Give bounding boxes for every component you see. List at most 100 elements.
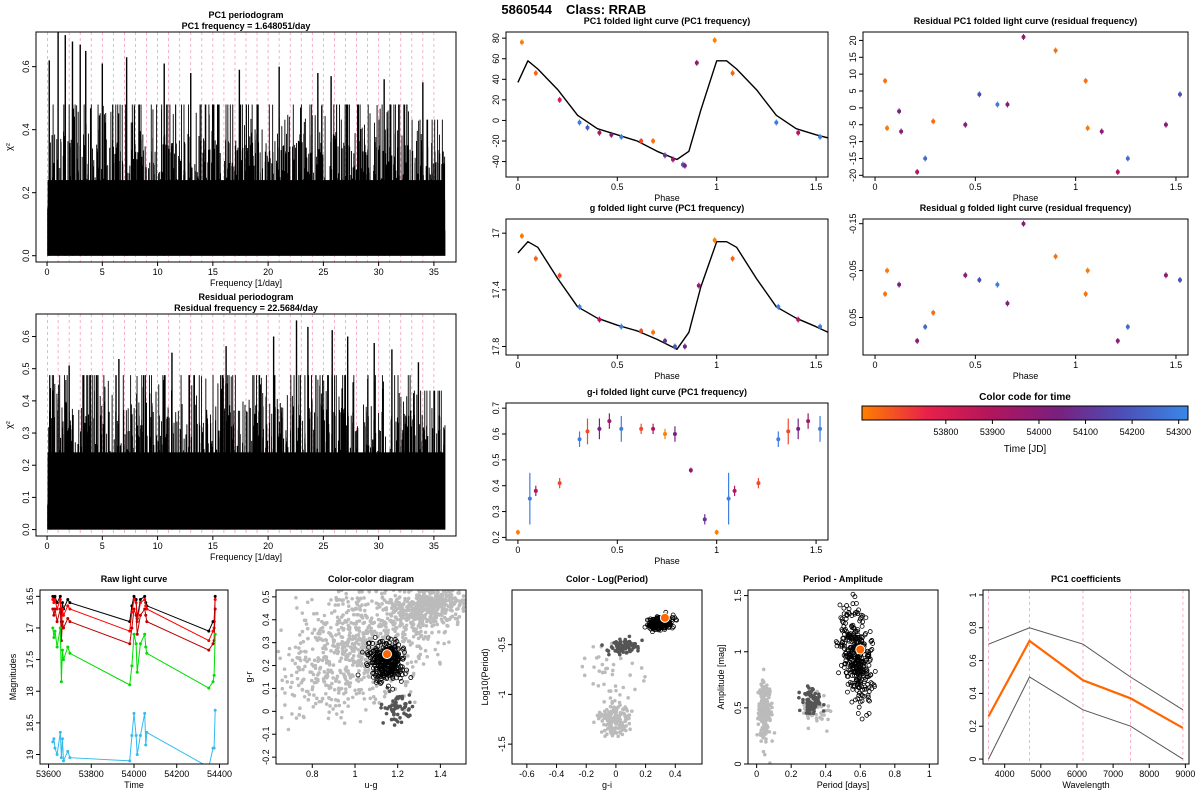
catalog-point xyxy=(407,614,411,619)
catalog-point xyxy=(858,634,864,640)
catalog-point xyxy=(865,694,871,700)
catalog-point xyxy=(357,691,362,695)
catalog-point xyxy=(428,601,432,606)
catalog-point xyxy=(627,713,632,717)
data-point xyxy=(682,163,687,168)
catalog-point xyxy=(602,709,607,714)
chart-title: Period - Amplitude xyxy=(803,574,883,584)
catalog-point xyxy=(607,652,611,657)
catalog-point xyxy=(602,728,607,733)
catalog-point xyxy=(408,690,413,694)
series-point xyxy=(58,730,62,734)
series-line xyxy=(987,639,1184,729)
catalog-point xyxy=(842,643,847,649)
data-point xyxy=(915,338,920,343)
star-id: 5860544 xyxy=(501,2,552,17)
catalog-point xyxy=(346,671,351,676)
data-point xyxy=(639,139,644,144)
data-point xyxy=(597,317,602,322)
catalog-point xyxy=(315,638,320,643)
y-tick-label: -40 xyxy=(491,155,501,168)
catalog-point xyxy=(862,632,868,638)
catalog-point xyxy=(398,590,402,593)
catalog-point xyxy=(847,653,853,659)
catalog-point xyxy=(842,628,847,633)
catalog-point xyxy=(767,695,771,700)
catalog-point xyxy=(855,671,861,677)
catalog-point xyxy=(619,721,624,726)
series-point xyxy=(55,753,59,757)
catalog-point xyxy=(346,640,350,645)
data-point xyxy=(597,130,602,135)
x-tick-label: 0.5 xyxy=(611,182,624,192)
y-tick-label: 16.5 xyxy=(25,588,35,606)
catalog-point xyxy=(351,654,356,658)
data-point xyxy=(672,432,677,437)
catalog-point xyxy=(364,638,368,642)
catalog-point xyxy=(352,621,356,626)
catalog-point xyxy=(844,653,849,658)
catalog-point xyxy=(380,596,385,600)
catalog-point xyxy=(341,644,345,649)
catalog-point xyxy=(382,591,387,595)
x-tick-label: 0.4 xyxy=(669,769,682,779)
x-axis-label: Frequency [1/day] xyxy=(210,278,282,288)
catalog-point xyxy=(298,633,302,637)
data-point xyxy=(1085,126,1090,131)
catalog-point xyxy=(446,575,450,579)
data-point xyxy=(557,97,562,102)
data-point xyxy=(577,120,582,125)
catalog-point xyxy=(444,592,448,596)
catalog-point xyxy=(348,651,352,656)
catalog-point xyxy=(334,712,339,716)
catalog-point xyxy=(311,704,316,709)
series-point xyxy=(128,642,132,646)
chart-title: g-i folded light curve (PC1 frequency) xyxy=(587,387,747,397)
catalog-point xyxy=(330,681,334,686)
catalog-point xyxy=(418,590,423,594)
data-point xyxy=(796,317,801,322)
data-point xyxy=(1021,221,1026,226)
catalog-point xyxy=(362,596,366,600)
model-curve xyxy=(517,240,828,350)
chart-title: Residual g folded light curve (residual … xyxy=(920,203,1132,213)
catalog-point xyxy=(402,671,408,677)
catalog-point xyxy=(324,621,328,625)
catalog-point xyxy=(396,633,400,637)
catalog-point xyxy=(425,618,430,622)
catalog-point xyxy=(294,670,299,675)
catalog-point xyxy=(425,654,430,659)
catalog-point xyxy=(609,723,613,728)
catalog-point xyxy=(854,629,860,634)
catalog-point xyxy=(395,712,400,717)
catalog-point xyxy=(379,668,385,674)
catalog-point xyxy=(842,626,848,632)
catalog-point xyxy=(355,612,359,617)
catalog-point xyxy=(331,676,335,680)
x-tick-label: 30 xyxy=(374,541,384,551)
catalog-point xyxy=(442,571,446,575)
catalog-point xyxy=(421,579,425,583)
catalog-point xyxy=(362,608,367,613)
series-point xyxy=(135,753,139,757)
catalog-point xyxy=(633,687,637,692)
data-point xyxy=(899,129,904,134)
catalog-point xyxy=(292,693,297,698)
catalog-point xyxy=(817,702,822,706)
data-point xyxy=(619,134,624,139)
series-point xyxy=(134,613,138,617)
y-tick-label: 0.2 xyxy=(21,186,31,199)
catalog-point xyxy=(390,686,396,692)
catalog-point xyxy=(394,665,400,671)
catalog-point xyxy=(393,646,399,652)
catalog-point xyxy=(841,646,847,651)
x-axis-label: Frequency [1/day] xyxy=(210,552,282,562)
catalog-point xyxy=(305,600,310,605)
catalog-point xyxy=(833,639,839,645)
target-point xyxy=(659,612,670,623)
plot-area xyxy=(276,571,466,732)
y-tick-label: -0.05 xyxy=(848,260,858,281)
y-tick-label: 0.6 xyxy=(21,330,31,343)
catalog-point xyxy=(805,704,810,709)
catalog-point xyxy=(389,717,394,722)
